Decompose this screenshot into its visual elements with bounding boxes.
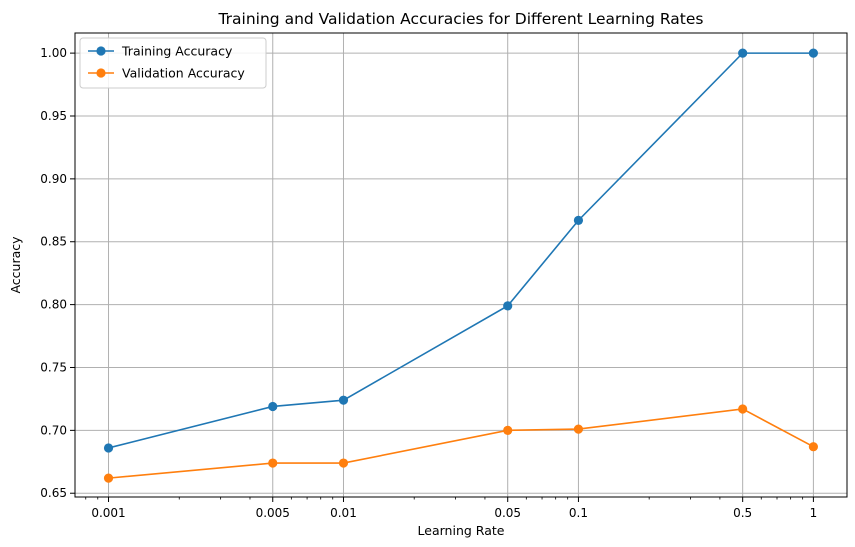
- series-1-point: [268, 458, 278, 468]
- major-tick-layer: [70, 52, 814, 502]
- x-tick-label: 0.005: [256, 506, 290, 520]
- y-tick-label: 0.75: [40, 360, 67, 374]
- legend: Training Accuracy Validation Accuracy: [79, 37, 267, 89]
- y-tick-label: 0.70: [40, 423, 67, 437]
- series-1-point: [738, 404, 748, 414]
- chart-title: Training and Validation Accuracies for D…: [217, 10, 703, 28]
- series-layer: [103, 48, 818, 483]
- series-0-point: [268, 401, 278, 412]
- y-tick-label: 1.00: [40, 46, 67, 60]
- x-tick-label: 0.001: [91, 506, 125, 520]
- y-tick-label: 0.95: [40, 109, 67, 123]
- legend-marker-1: [96, 68, 106, 78]
- y-tick-label: 0.85: [40, 235, 67, 249]
- series-0-point: [808, 48, 818, 58]
- series-1-point: [503, 425, 513, 435]
- y-tick-label: 0.80: [40, 298, 67, 312]
- x-tick-label: 0.5: [733, 506, 752, 520]
- y-tick-label: 0.65: [40, 486, 67, 500]
- series-0-point: [503, 301, 513, 311]
- series-0-point: [738, 48, 748, 58]
- series-1-point: [808, 442, 818, 452]
- series-1-point: [573, 424, 584, 434]
- y-tick-label: 0.90: [40, 172, 67, 186]
- series-1-point: [103, 473, 114, 483]
- legend-label-0: Training Accuracy: [121, 44, 233, 59]
- series-0-point: [338, 395, 349, 405]
- label-layer: 0.001 0.005 0.01 0.05 0.1 0.5 1 0.65 0.70 0.75 0.8…: [40, 46, 817, 520]
- y-axis-label: Accuracy: [8, 236, 23, 294]
- series-0-point: [103, 443, 114, 453]
- x-tick-label: 0.01: [330, 506, 357, 520]
- series-0-point: [573, 215, 584, 225]
- x-tick-label: 1: [810, 506, 818, 520]
- series-1-point: [338, 458, 349, 468]
- x-axis-label: Learning Rate: [418, 523, 505, 538]
- legend-label-1: Validation Accuracy: [122, 66, 245, 81]
- legend-box: [79, 37, 267, 89]
- grid-layer: [75, 33, 847, 497]
- x-tick-label: 0.1: [569, 506, 588, 520]
- plot-frame: [74, 32, 848, 498]
- x-tick-label: 0.05: [494, 506, 521, 520]
- legend-marker-0: [96, 46, 106, 56]
